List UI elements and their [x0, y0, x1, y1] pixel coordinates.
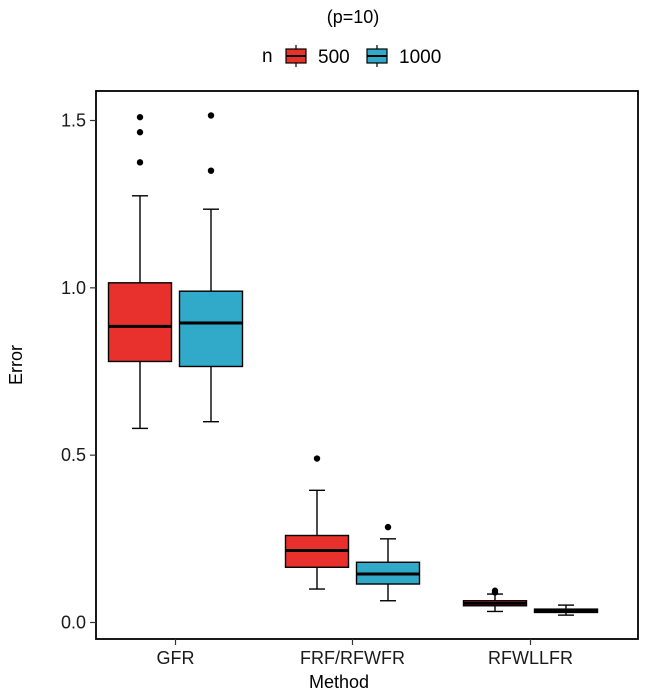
chart-title: (p=10): [327, 7, 380, 27]
outlier-point: [207, 112, 215, 119]
legend-label-1000: 1000: [399, 47, 441, 68]
legend: n 500 1000: [262, 45, 441, 68]
x-axis-title: Method: [309, 672, 369, 692]
box-1000-FRF/RFWFR: [355, 523, 421, 602]
plot-panel-border: [95, 90, 639, 640]
box-1000-GFR: [178, 112, 244, 423]
box-500-GFR: [107, 113, 173, 430]
box-1000-RFWLLFR: [533, 604, 599, 616]
y-tick-label: 0.5: [61, 445, 86, 465]
x-axis: GFR FRF/RFWFR RFWLLFR: [157, 639, 573, 668]
outlier-point: [136, 159, 144, 166]
x-tick-label: GFR: [157, 648, 195, 668]
outlier-point: [313, 455, 321, 462]
y-tick-label: 1.0: [61, 278, 86, 298]
y-axis-title: Error: [6, 345, 26, 385]
box-iqr: [178, 290, 244, 368]
plot-area: [107, 112, 599, 616]
box-500-FRF/RFWFR: [284, 455, 350, 590]
outlier-point: [384, 523, 392, 531]
x-tick-label: RFWLLFR: [488, 648, 573, 668]
y-axis: 0.0 0.5 1.0 1.5: [61, 111, 96, 633]
legend-key-500: [285, 45, 307, 67]
outlier-point: [491, 587, 499, 594]
outlier-point: [207, 167, 215, 174]
legend-label-500: 500: [318, 47, 350, 68]
y-tick-label: 1.5: [61, 111, 86, 131]
box-500-RFWLLFR: [462, 587, 528, 613]
box-iqr: [107, 282, 173, 363]
y-tick-label: 0.0: [61, 613, 86, 633]
legend-key-1000: [366, 45, 388, 67]
legend-title: n: [262, 46, 273, 67]
outlier-point: [136, 129, 144, 136]
x-tick-label: FRF/RFWFR: [300, 648, 405, 668]
outlier-point: [136, 113, 144, 121]
